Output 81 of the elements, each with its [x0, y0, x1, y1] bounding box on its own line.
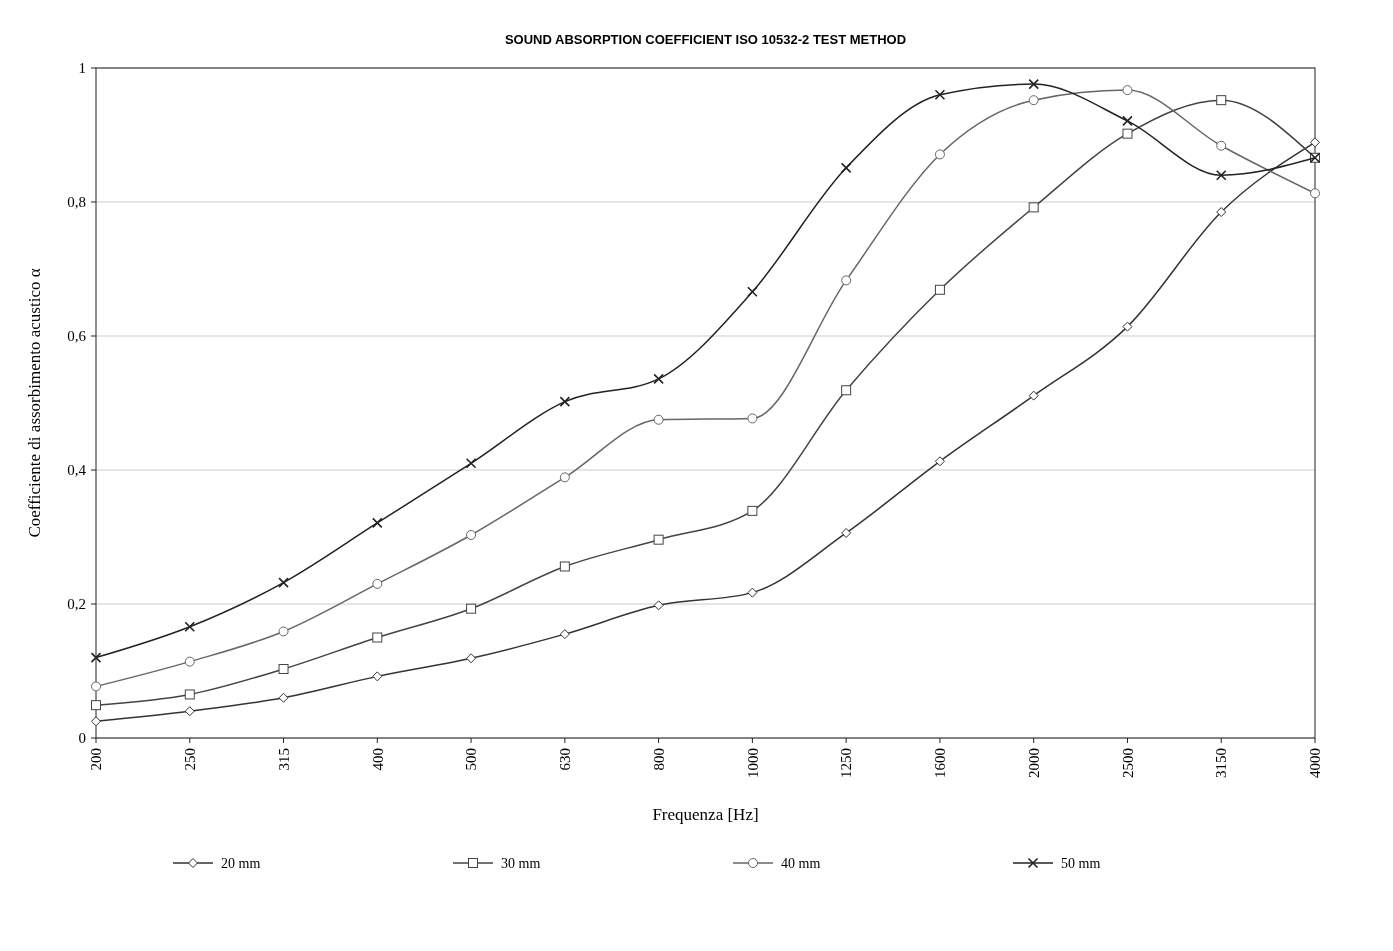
- point: [841, 275, 852, 286]
- point: [1310, 137, 1320, 148]
- legend-label: 20 mm: [221, 855, 261, 871]
- x-tick-label: 630: [557, 748, 574, 771]
- x-tick-label: 200: [88, 748, 105, 771]
- point: [278, 577, 289, 588]
- x-tick-label: 1000: [744, 748, 761, 778]
- x-tick-label: 4000: [1307, 748, 1324, 778]
- point: [653, 600, 664, 611]
- point: [91, 716, 101, 727]
- point: [1122, 128, 1133, 139]
- y-axis-title: Coefficiente di assorbimento acustico α: [25, 268, 44, 538]
- point: [1216, 140, 1227, 151]
- point: [1028, 390, 1039, 401]
- y-tick-label: 0,8: [67, 194, 86, 211]
- point: [1028, 78, 1039, 90]
- point: [747, 505, 758, 516]
- point: [559, 561, 570, 572]
- point: [184, 656, 195, 667]
- point: [466, 529, 477, 540]
- point: [372, 632, 383, 643]
- x-tick-label: 2500: [1119, 748, 1136, 778]
- point: [841, 527, 852, 538]
- y-tick-label: 0,2: [67, 596, 86, 613]
- legend-label: 50 mm: [1061, 855, 1101, 871]
- legend-label: 40 mm: [781, 855, 821, 871]
- legend-label: 30 mm: [501, 855, 541, 871]
- x-tick-label: 3150: [1213, 748, 1230, 778]
- point: [91, 681, 101, 692]
- x-tick-label: 800: [650, 748, 667, 771]
- point: [559, 472, 570, 483]
- point: [1215, 169, 1227, 181]
- point: [747, 286, 758, 298]
- point: [372, 578, 383, 589]
- x-axis-title: Frequenza [Hz]: [652, 805, 759, 824]
- point: [934, 89, 946, 101]
- point: [747, 587, 758, 598]
- point: [653, 534, 664, 545]
- point: [1122, 321, 1133, 332]
- point: [840, 162, 852, 174]
- point: [184, 706, 195, 717]
- point: [559, 629, 570, 640]
- point: [653, 414, 664, 425]
- point: [278, 663, 289, 674]
- point: [90, 652, 102, 663]
- point: [278, 692, 289, 703]
- point: [1216, 95, 1227, 106]
- point: [559, 396, 571, 407]
- x-tick-label: 1600: [932, 748, 949, 778]
- x-tick-label: 250: [182, 748, 199, 771]
- x-tick-label: 315: [275, 748, 292, 771]
- point: [372, 671, 383, 682]
- point: [934, 456, 945, 467]
- point: [465, 458, 477, 469]
- point: [747, 413, 758, 424]
- chart-title: SOUND ABSORPTION COEFFICIENT ISO 10532-2 TEST METHOD: [504, 32, 907, 47]
- y-tick-label: 0,6: [67, 328, 87, 345]
- point: [372, 517, 383, 529]
- x-tick-label: 1250: [838, 748, 855, 778]
- point: [466, 603, 477, 614]
- x-tick-label: 500: [463, 748, 480, 771]
- point: [653, 373, 664, 385]
- point: [1028, 202, 1039, 213]
- x-tick-label: 2000: [1025, 748, 1042, 778]
- y-tick-label: 1: [78, 60, 86, 77]
- point: [466, 653, 477, 664]
- x-tick-label: 400: [369, 748, 386, 771]
- point: [1310, 188, 1320, 199]
- point: [1122, 115, 1133, 127]
- point: [91, 700, 101, 711]
- point: [1028, 95, 1039, 106]
- point: [1122, 85, 1133, 96]
- point: [1216, 207, 1227, 218]
- y-tick-label: 0: [78, 730, 86, 747]
- point: [184, 689, 195, 700]
- y-tick-label: 0,4: [67, 462, 87, 479]
- point: [934, 149, 945, 160]
- point: [841, 385, 852, 396]
- point: [184, 621, 196, 633]
- point: [278, 626, 289, 637]
- point: [934, 284, 945, 295]
